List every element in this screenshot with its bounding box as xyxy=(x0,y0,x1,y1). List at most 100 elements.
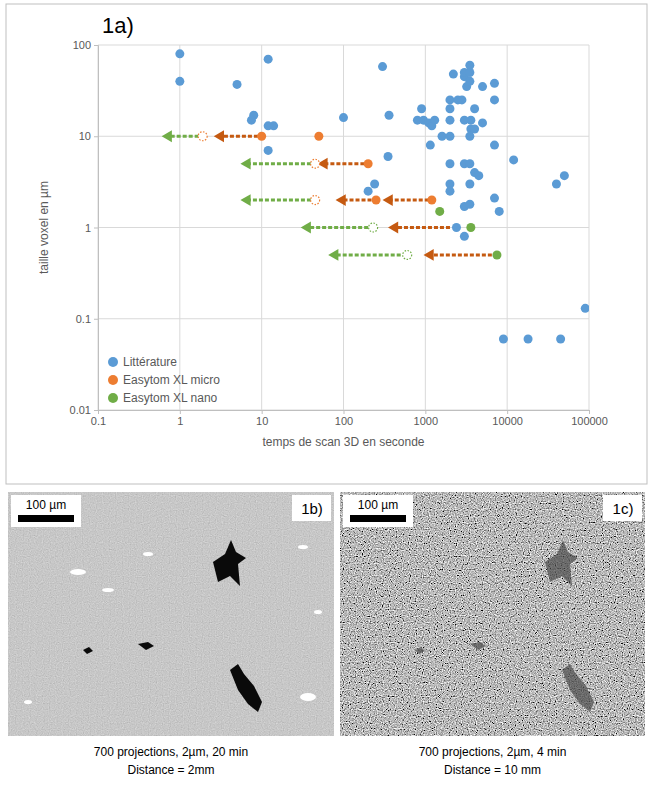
arrow-head xyxy=(383,194,393,206)
point xyxy=(465,179,474,188)
panel-label-box xyxy=(603,495,642,521)
legend-swatch xyxy=(108,357,118,367)
tick-label: 100 xyxy=(73,39,91,51)
point xyxy=(474,171,483,180)
legend-swatch xyxy=(108,393,118,403)
tick-label: 0.01 xyxy=(70,404,91,416)
arrow xyxy=(240,194,311,206)
micrograph-background xyxy=(8,492,334,736)
arrow-line xyxy=(324,162,364,165)
point xyxy=(175,49,184,58)
point xyxy=(430,116,439,125)
point xyxy=(370,179,379,188)
tick-mark xyxy=(589,410,590,414)
tick-mark xyxy=(507,410,508,414)
micrograph-background xyxy=(340,492,645,736)
tick-mark xyxy=(94,136,98,137)
grid-line-y xyxy=(98,45,589,46)
tick: 0.1 xyxy=(76,313,98,325)
tick: 10 xyxy=(256,410,268,427)
point xyxy=(465,159,474,168)
micrograph xyxy=(340,492,645,736)
arrow xyxy=(162,130,199,142)
point xyxy=(465,200,474,209)
projected-point xyxy=(369,223,378,232)
tick-mark xyxy=(180,410,181,414)
arrow-head xyxy=(162,130,172,142)
tick: 1 xyxy=(85,222,98,234)
legend-item: Easytom XL nano xyxy=(108,391,218,405)
tick: 100 xyxy=(73,39,98,51)
point xyxy=(435,207,444,216)
arrow xyxy=(383,194,429,206)
point xyxy=(339,113,348,122)
inclusion xyxy=(314,610,322,614)
caption: 700 projections, 2µm, 20 min xyxy=(94,745,248,759)
point xyxy=(490,194,499,203)
caption: Distance = 2mm xyxy=(127,763,214,777)
arrow xyxy=(328,249,401,261)
point xyxy=(499,334,508,343)
series xyxy=(257,132,436,205)
arrow-line xyxy=(395,226,450,229)
point xyxy=(445,187,454,196)
figure: 0.11101001000100001000000.010.1110100tem… xyxy=(0,0,653,792)
panel-label: 1a) xyxy=(102,13,134,38)
y-axis: 0.01 0.1 1 10 100 xyxy=(70,39,99,416)
pore xyxy=(562,664,594,712)
caption: 700 projections, 2µm, 4 min xyxy=(419,745,567,759)
tick: 0.1 xyxy=(91,410,106,427)
x-axis: 0.1110100100010000100000 xyxy=(91,410,608,427)
pore xyxy=(545,540,578,586)
point xyxy=(426,141,435,150)
point xyxy=(552,179,561,188)
point xyxy=(364,159,373,168)
scale-bar-label: 100 µm xyxy=(26,498,66,512)
x-axis-title: temps de scan 3D en seconde xyxy=(262,435,424,449)
point xyxy=(490,141,499,150)
point xyxy=(460,232,469,241)
legend-label: Easytom XL nano xyxy=(123,391,218,405)
legend-swatch xyxy=(108,375,118,385)
point xyxy=(364,187,373,196)
arrow-head xyxy=(424,249,434,261)
point xyxy=(581,304,589,313)
inclusion xyxy=(102,588,114,592)
scale-bar xyxy=(18,515,74,522)
plot-area xyxy=(162,49,589,343)
arrow-line xyxy=(247,162,311,165)
arrow xyxy=(301,222,368,234)
pore xyxy=(470,642,486,650)
arrow-line xyxy=(247,199,311,202)
micrograph-noise xyxy=(8,492,334,736)
tick: 100 xyxy=(335,410,353,427)
point xyxy=(560,171,569,180)
arrow-line xyxy=(335,253,401,256)
pore xyxy=(230,664,262,712)
point xyxy=(438,132,447,141)
micrograph-noise xyxy=(340,492,645,736)
arrow xyxy=(424,249,492,261)
pore xyxy=(83,647,93,654)
pore xyxy=(213,540,246,586)
tick: 1 xyxy=(177,410,183,427)
tick-label: 0.1 xyxy=(91,415,106,427)
scale-bar-label: 100 µm xyxy=(358,498,398,512)
point xyxy=(478,118,487,127)
point xyxy=(445,116,454,125)
chart-frame xyxy=(6,4,647,484)
arrow-head xyxy=(301,222,311,234)
tick-mark xyxy=(94,410,98,411)
point xyxy=(492,250,501,259)
point xyxy=(445,159,454,168)
point xyxy=(457,95,466,104)
pore xyxy=(415,647,425,654)
point xyxy=(465,77,474,86)
legend-label: Littérature xyxy=(123,355,177,369)
tick: 0.01 xyxy=(70,404,98,416)
arrow xyxy=(388,222,450,234)
point xyxy=(470,104,479,113)
arrow-line xyxy=(168,135,198,138)
point xyxy=(257,132,266,141)
tick: 10 xyxy=(79,130,98,142)
